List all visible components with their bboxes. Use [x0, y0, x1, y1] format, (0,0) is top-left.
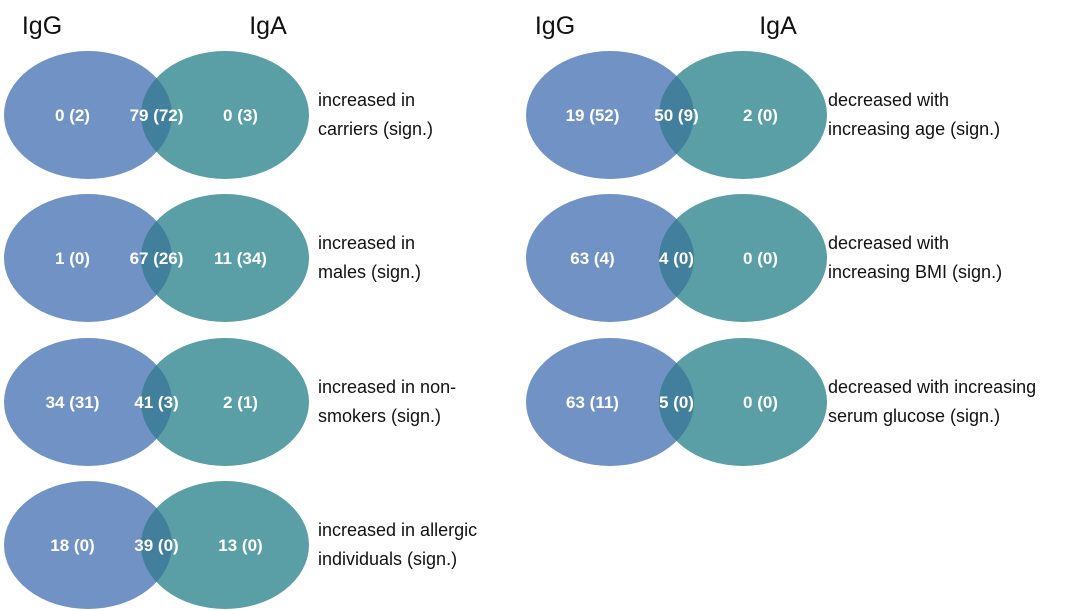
venn-diagram: 0 (2) 79 (72) 0 (3) increased in carriers (s… — [4, 51, 433, 179]
venn-diagram: 63 (4) 4 (0) 0 (0) decreased with increasing… — [526, 194, 1002, 322]
iga-ellipse — [659, 194, 827, 322]
igg-ellipse — [4, 194, 172, 322]
venn-diagram: 34 (31) 41 (3) 2 (1) increased in non-smoke… — [4, 338, 456, 466]
diagram-description-line: individuals (sign.) — [318, 549, 457, 569]
iga-ellipse — [659, 338, 827, 466]
igg-only-count: 63 (4) — [570, 249, 614, 268]
diagram-description-line: decreased with — [828, 90, 949, 110]
diagram-description-line: smokers (sign.) — [318, 406, 441, 426]
igg-only-count: 34 (31) — [46, 393, 100, 412]
igg-ellipse — [4, 481, 172, 609]
igg-only-count: 19 (52) — [566, 106, 620, 125]
iga-ellipse — [141, 338, 309, 466]
overlap-count: 5 (0) — [659, 393, 694, 412]
iga-only-count: 11 (34) — [214, 249, 267, 268]
diagram-description-line: increased in non- — [318, 377, 456, 397]
igg-only-count: 0 (2) — [55, 106, 90, 125]
igg-ellipse — [4, 338, 172, 466]
iga-ellipse — [141, 51, 309, 179]
igg-only-count: 18 (0) — [50, 536, 94, 555]
diagram-description-line: increasing BMI (sign.) — [828, 262, 1002, 282]
diagram-description-line: decreased with increasing — [828, 377, 1036, 397]
igg-only-count: 63 (11) — [566, 393, 619, 412]
overlap-count: 79 (72) — [130, 106, 184, 125]
diagram-description-line: males (sign.) — [318, 262, 421, 282]
overlap-count: 4 (0) — [659, 249, 694, 268]
igg-ellipse — [526, 51, 694, 179]
venn-diagram: 19 (52) 50 (9) 2 (0) decreased with increasi… — [526, 51, 1000, 179]
iga-only-count: 13 (0) — [218, 536, 262, 555]
iga-only-count: 0 (0) — [743, 393, 778, 412]
iga-ellipse — [141, 194, 309, 322]
header-iga-label: IgA — [759, 12, 797, 40]
diagram-description-line: increased in — [318, 233, 415, 253]
diagram-description-line: decreased with — [828, 233, 949, 253]
igg-ellipse — [526, 194, 694, 322]
iga-only-count: 0 (3) — [223, 106, 258, 125]
venn-diagram: 63 (11) 5 (0) 0 (0) decreased with increasi… — [526, 338, 1036, 466]
header-igg-label: IgG — [535, 12, 575, 40]
venn-diagram: 18 (0) 39 (0) 13 (0) increased in allergic i… — [4, 481, 477, 609]
igg-ellipse — [4, 51, 172, 179]
venn-diagram: 1 (0) 67 (26) 11 (34) increased in males (si… — [4, 194, 421, 322]
header-igg-label: IgG — [22, 12, 62, 40]
diagram-description-line: increased in — [318, 90, 415, 110]
diagram-description-line: carriers (sign.) — [318, 119, 433, 139]
igg-only-count: 1 (0) — [55, 249, 90, 268]
overlap-count: 67 (26) — [130, 249, 184, 268]
diagram-description-line: increasing age (sign.) — [828, 119, 1000, 139]
overlap-count: 41 (3) — [134, 393, 178, 412]
diagram-description-line: serum glucose (sign.) — [828, 406, 1000, 426]
overlap-count: 50 (9) — [654, 106, 698, 125]
overlap-count: 39 (0) — [134, 536, 178, 555]
iga-only-count: 2 (1) — [223, 393, 258, 412]
iga-ellipse — [141, 481, 309, 609]
diagram-description-line: increased in allergic — [318, 520, 477, 540]
iga-only-count: 0 (0) — [743, 249, 778, 268]
header-iga-label: IgA — [249, 12, 287, 40]
iga-ellipse — [659, 51, 827, 179]
igg-ellipse — [526, 338, 694, 466]
iga-only-count: 2 (0) — [743, 106, 778, 125]
